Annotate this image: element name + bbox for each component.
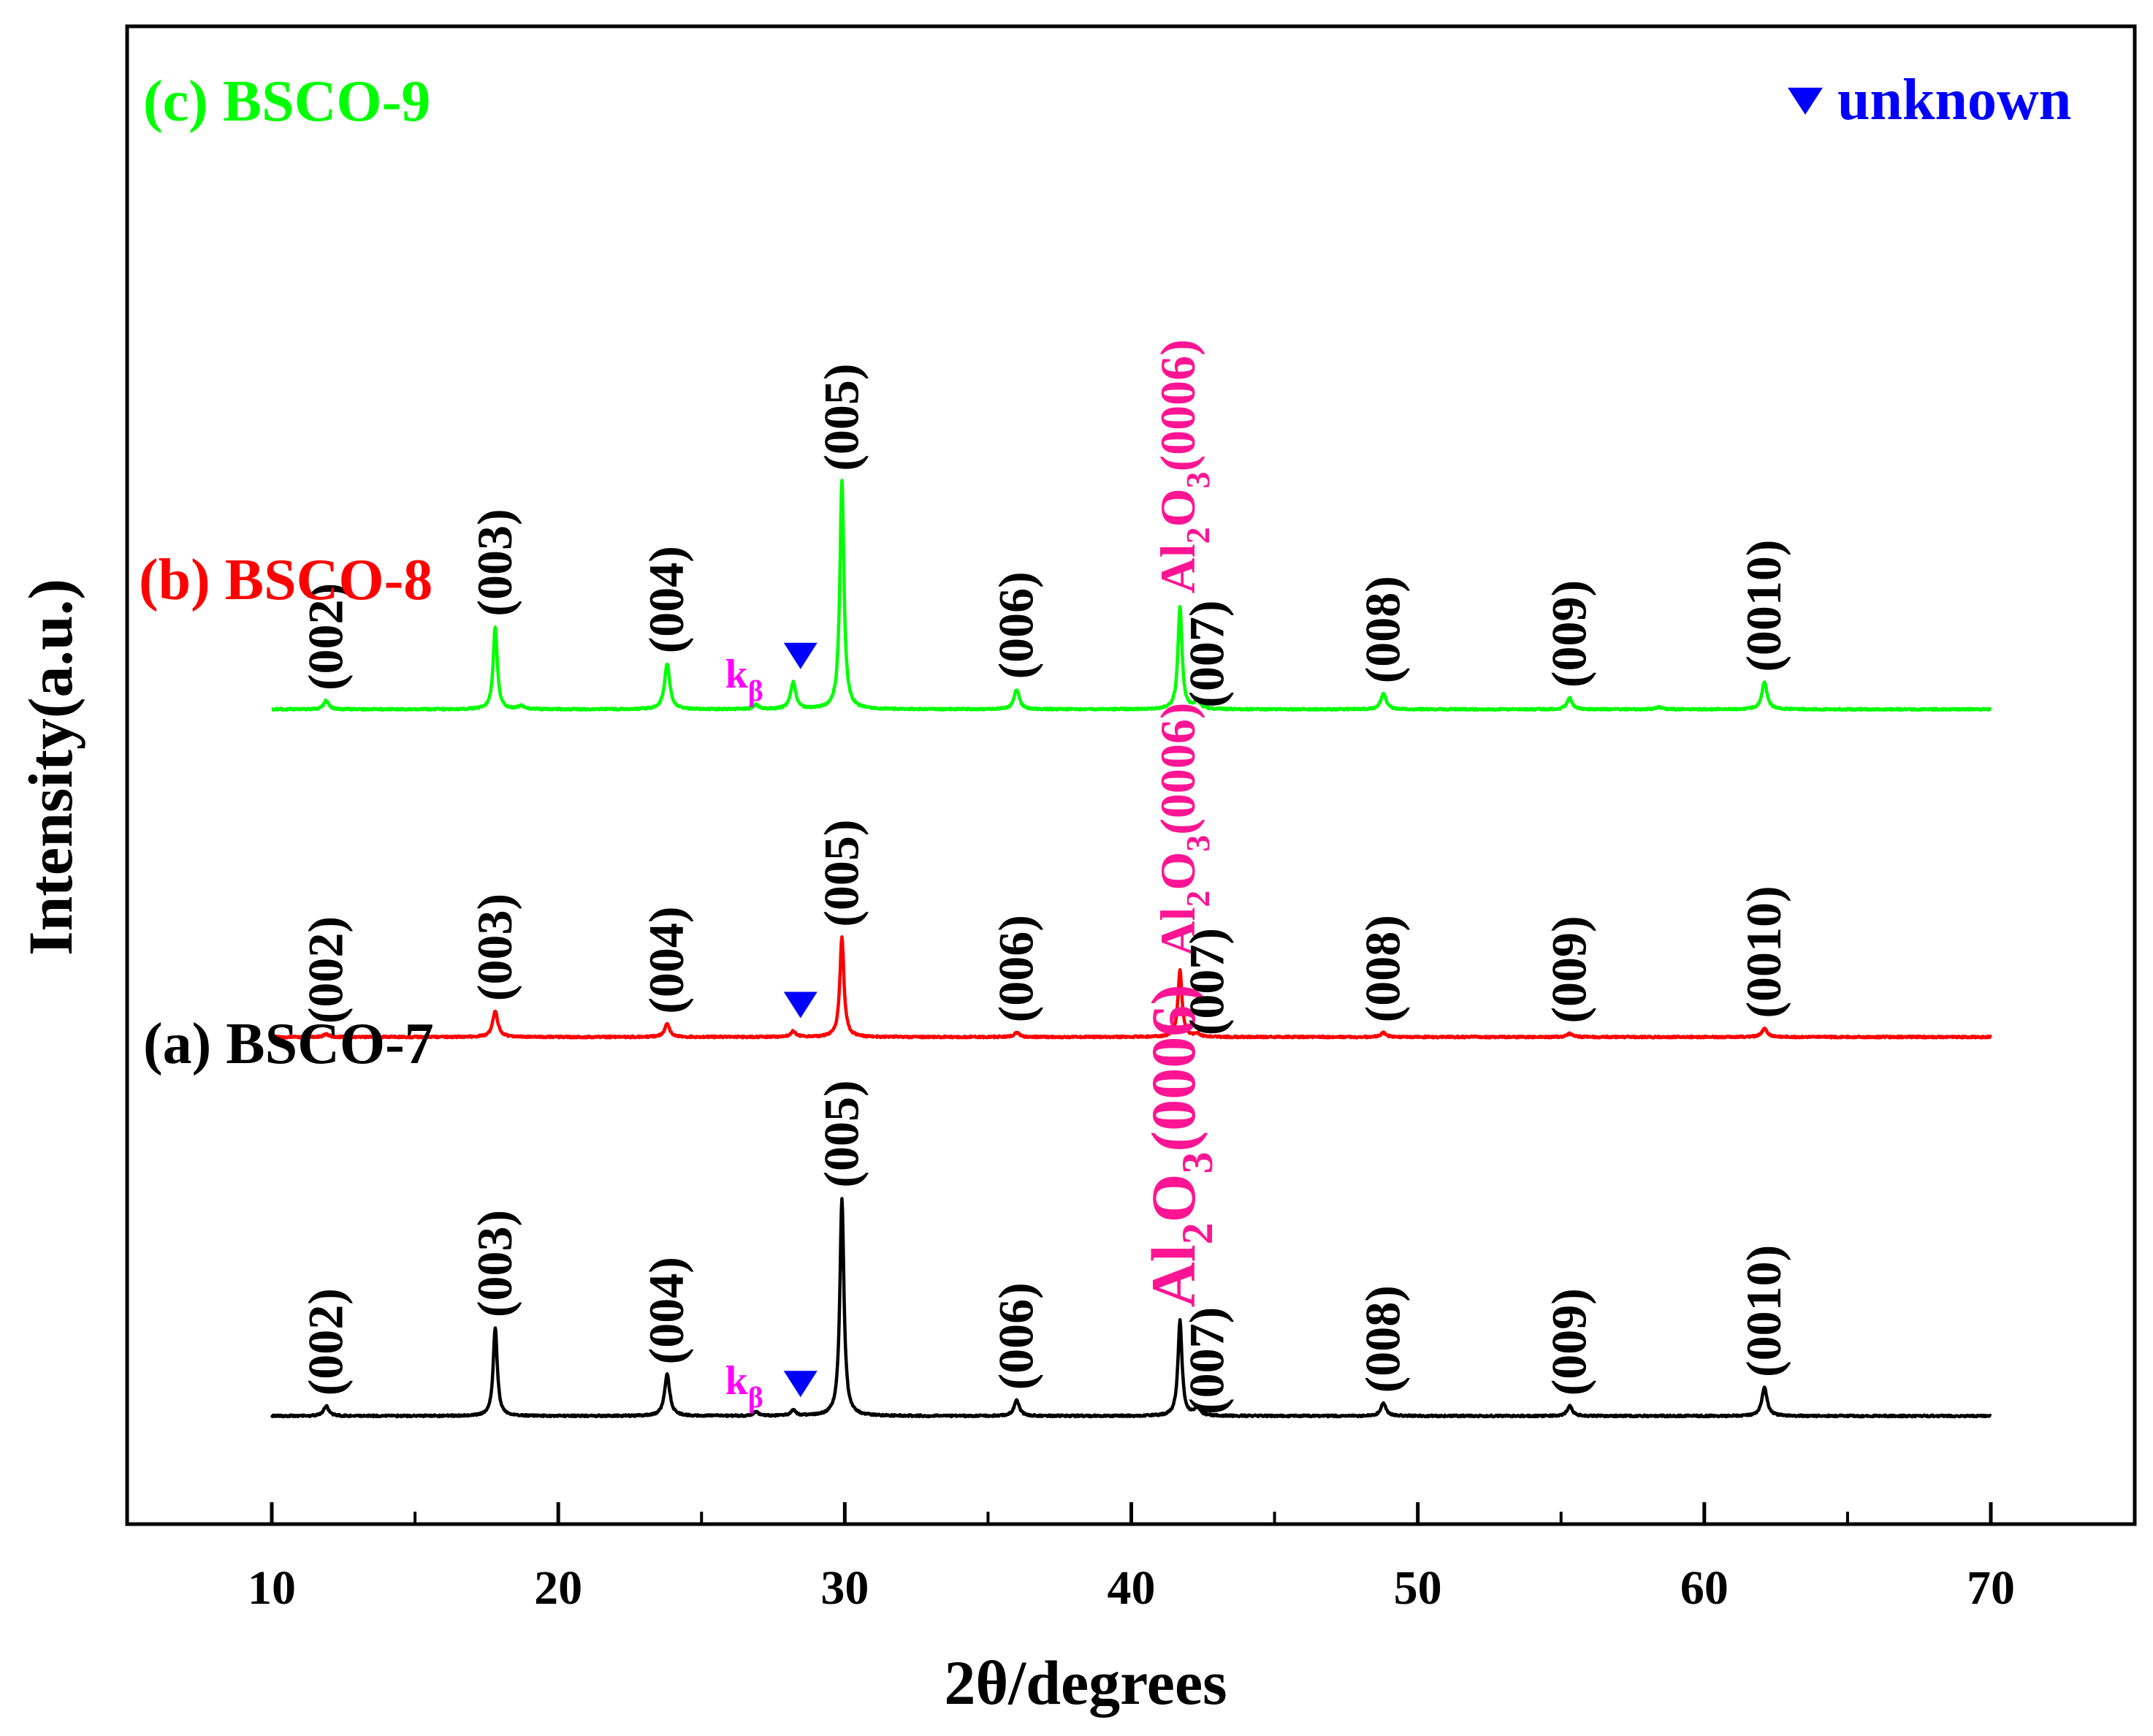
unknown-peak-marker: [783, 642, 818, 669]
unknown-peak-marker: [783, 1371, 818, 1398]
kbeta-label: kβ: [725, 1358, 763, 1414]
series-name-a: (a) BSCO-7: [143, 1012, 434, 1076]
peak-label: (008): [1355, 915, 1411, 1022]
peak-label: (002): [298, 1288, 354, 1396]
peak-label: (003): [467, 509, 522, 616]
peak-label: (006): [988, 915, 1044, 1022]
peak-label: (005): [813, 364, 869, 471]
series-layer: [270, 479, 1992, 1419]
peak-label: (007): [1179, 601, 1235, 708]
x-axis-title: 2θ/degrees: [944, 1648, 1227, 1718]
x-tick-label: 50: [1394, 1561, 1442, 1615]
peak-label: (003): [467, 1210, 522, 1317]
peak-label: (005): [813, 1080, 869, 1187]
al2o3-peak-label: Al2O3(0006): [1138, 984, 1222, 1307]
series-name-c: (c) BSCO-9: [143, 69, 430, 134]
peak-label: (004): [639, 546, 694, 653]
legend-unknown-label: unknown: [1837, 68, 2071, 132]
peak-label: (004): [639, 906, 694, 1013]
peak-label-layer: (002)(003) (004)kβ(005)(006)Al2O3(0006)(0…: [298, 339, 1792, 1415]
peak-label: (006): [988, 1282, 1044, 1390]
plot-frame: [125, 24, 2137, 1526]
peak-label: (0010): [1736, 886, 1791, 1018]
peak-label: (002): [298, 583, 354, 690]
legend-unknown-marker: [1788, 88, 1823, 115]
unknown-peak-marker: [783, 991, 818, 1019]
legend: unknown: [1788, 68, 2071, 132]
peak-label: (008): [1355, 576, 1411, 683]
y-axis-title: Intensity(a.u.): [15, 579, 85, 956]
peak-label: (002): [298, 916, 354, 1024]
series-line-2: [270, 934, 1992, 1040]
x-tick-label: 40: [1108, 1561, 1156, 1615]
x-tick-label: 60: [1680, 1561, 1729, 1615]
series-line-3: [270, 479, 1992, 712]
peak-label: (0010): [1736, 1245, 1791, 1377]
x-tick-label: 70: [1967, 1561, 2015, 1615]
peak-label: (009): [1542, 915, 1597, 1023]
kbeta-label: kβ: [725, 652, 763, 707]
peak-label: (007): [1179, 928, 1235, 1035]
peak-label: (004): [639, 1257, 694, 1364]
peak-label: (007): [1179, 1307, 1235, 1415]
al2o3-peak-label: Al2O3(0006): [1150, 339, 1216, 593]
peak-label: (003): [467, 894, 522, 1001]
series-name-b: (b) BSCO-8: [139, 548, 432, 612]
peak-label: (009): [1542, 1288, 1597, 1396]
x-tick-label: 10: [248, 1561, 296, 1615]
peak-label: (009): [1542, 580, 1597, 688]
peak-label: (006): [988, 571, 1044, 679]
x-tick-label: 20: [534, 1561, 582, 1615]
series-line-1: [270, 1197, 1992, 1419]
x-axis: 10 20 30 40 50 60 70: [248, 1502, 2015, 1615]
peak-label: (008): [1355, 1285, 1411, 1393]
x-tick-label: 30: [820, 1561, 869, 1615]
peak-label: (005): [813, 820, 869, 927]
peak-label: (0010): [1736, 539, 1791, 671]
al2o3-peak-label: Al2O3(0006): [1150, 702, 1216, 956]
